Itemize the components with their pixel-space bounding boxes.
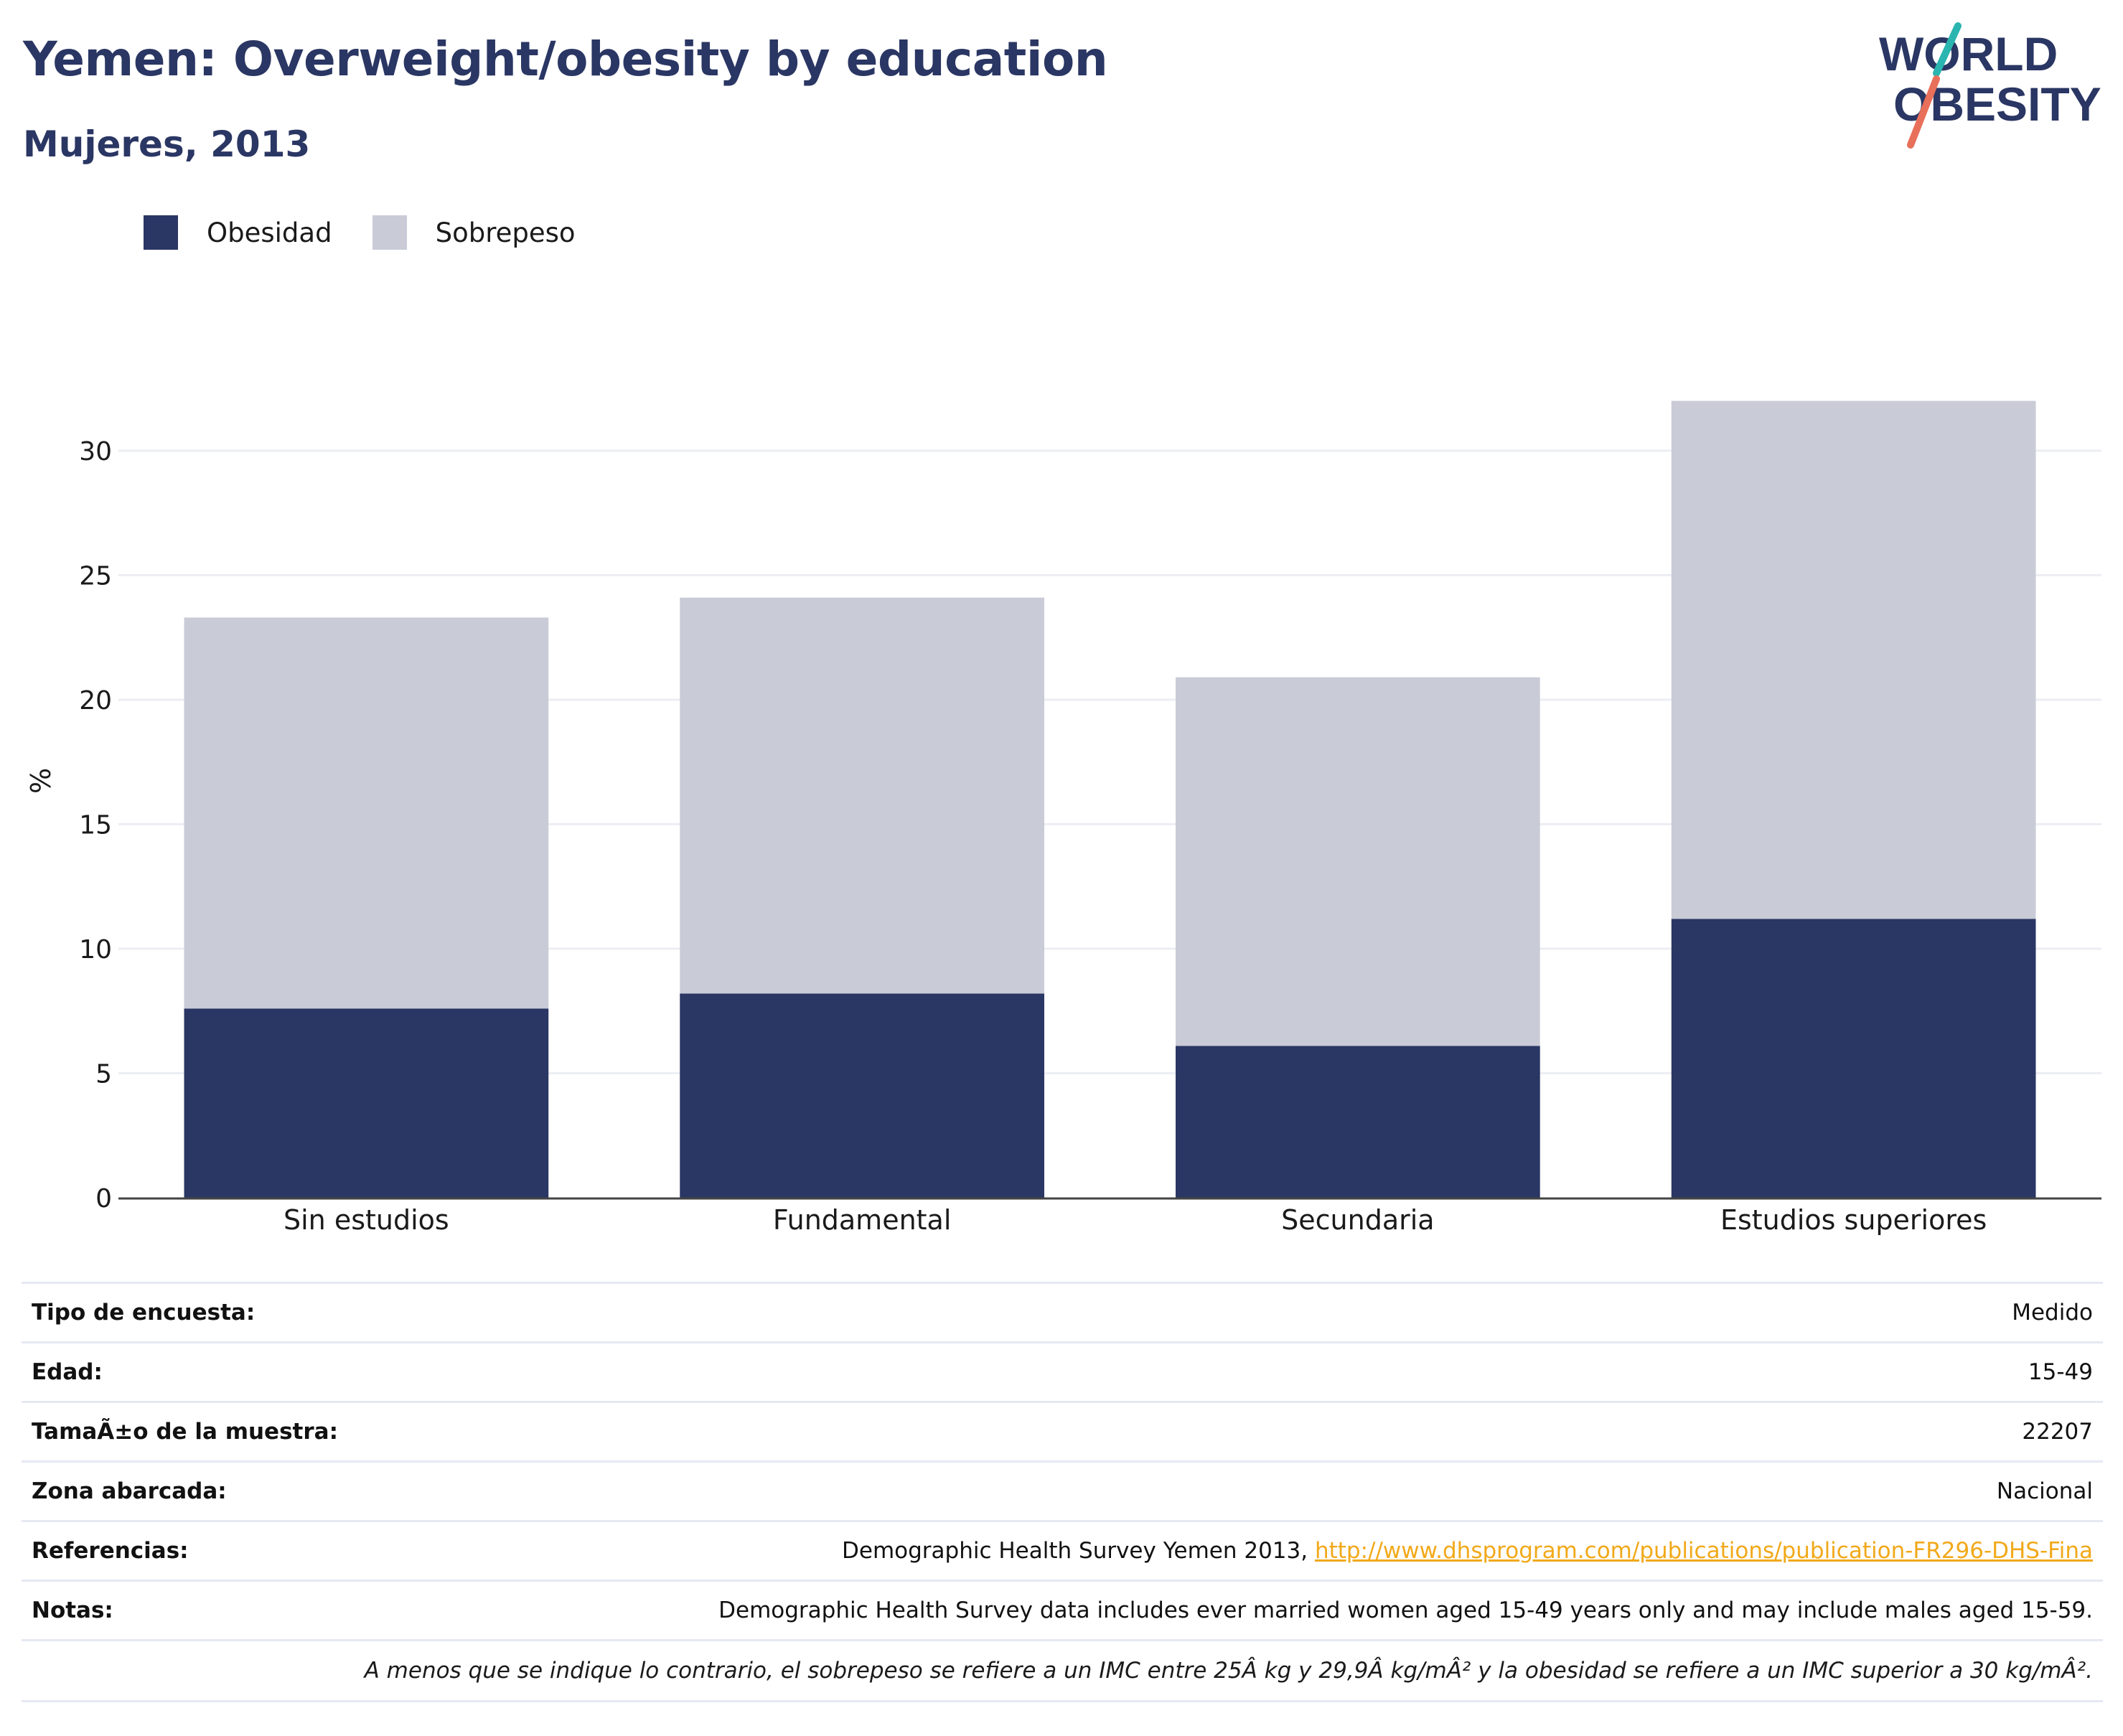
legend-label-obesity: Obesidad: [207, 217, 332, 248]
info-row-survey-type: Tipo de encuesta: Medido: [22, 1282, 2103, 1343]
x-tick-label: Estudios superiores: [1720, 1204, 1987, 1236]
legend-swatch-overweight: [372, 215, 407, 250]
legend-swatch-obesity: [144, 215, 178, 250]
y-tick-label: 10: [79, 935, 112, 965]
footnote: A menos que se indique lo contrario, el …: [22, 1639, 2103, 1702]
info-row-references: Referencias: Demographic Health Survey Y…: [22, 1520, 2103, 1581]
info-key: Notas:: [22, 1580, 417, 1641]
info-key: Tipo de encuesta:: [22, 1282, 417, 1343]
info-row-age: Edad: 15-49: [22, 1341, 2103, 1402]
y-tick-label: 5: [95, 1060, 112, 1089]
legend-item-overweight[interactable]: Sobrepeso: [372, 215, 576, 250]
info-row-sample-size: TamaÃ±o de la muestra: 22207: [22, 1401, 2103, 1462]
info-value: Medido: [416, 1282, 2103, 1343]
legend-item-obesity[interactable]: Obesidad: [144, 215, 332, 250]
x-tick-label: Fundamental: [773, 1204, 952, 1236]
x-tick-label: Secundaria: [1281, 1204, 1434, 1236]
bar-overweight: [680, 597, 1044, 994]
info-key: Edad:: [22, 1341, 417, 1402]
info-key: Zona abarcada:: [22, 1460, 417, 1521]
bar-overweight: [1671, 400, 2036, 919]
logo-text-world: WORLD: [1879, 27, 2058, 80]
info-value: Demographic Health Survey Yemen 2013, ht…: [416, 1520, 2103, 1581]
y-tick-label: 25: [79, 562, 112, 591]
reference-text: Demographic Health Survey Yemen 2013,: [842, 1538, 1315, 1564]
survey-info-table: Tipo de encuesta: Medido Edad: 15-49 Tam…: [22, 1282, 2103, 1702]
y-tick-label: 15: [79, 811, 112, 840]
bar-obesity: [680, 993, 1044, 1198]
logo-slash-coral: [1907, 75, 1940, 149]
page-title: Yemen: Overweight/obesity by education: [23, 32, 1108, 87]
bar-obesity: [1671, 919, 2036, 1198]
bar-obesity: [1176, 1046, 1540, 1198]
bar-overweight: [184, 617, 549, 1009]
y-tick-label: 30: [79, 437, 112, 466]
x-tick-label: Sin estudios: [283, 1204, 449, 1236]
info-key: TamaÃ±o de la muestra:: [22, 1401, 417, 1462]
bar-obesity: [184, 1008, 549, 1198]
chart-legend: Obesidad Sobrepeso: [144, 212, 616, 253]
bar-overweight: [1176, 677, 1540, 1046]
legend-label-overweight: Sobrepeso: [435, 217, 576, 248]
info-row-footnote: A menos que se indique lo contrario, el …: [22, 1639, 2103, 1702]
logo-slash-teal: [1933, 22, 1962, 77]
y-tick-label: 0: [95, 1184, 112, 1214]
info-row-area: Zona abarcada: Nacional: [22, 1460, 2103, 1521]
bars: [184, 400, 2036, 1198]
info-value: 15-49: [416, 1341, 2103, 1402]
axes: 0 5 10 15 20 25 30% Sin estudios Fundamental Secu…: [25, 437, 2101, 1236]
info-value: 22207: [416, 1401, 2103, 1462]
chart-subtitle: Mujeres, 2013: [23, 123, 311, 165]
reference-link[interactable]: http://www.dhsprogram.com/publications/p…: [1314, 1538, 2093, 1564]
info-value: Demographic Health Survey data includes …: [416, 1580, 2103, 1641]
info-key: Referencias:: [22, 1520, 417, 1581]
stacked-bar-chart: 0 5 10 15 20 25 30% Sin estudios Fundamental Secu…: [25, 400, 2101, 1236]
y-tick-label: 20: [79, 686, 112, 715]
world-obesity-logo: WORLD OBESITY: [1879, 22, 2101, 149]
info-value: Nacional: [416, 1460, 2103, 1521]
y-axis-label: %: [25, 768, 57, 794]
info-row-notes: Notas: Demographic Health Survey data in…: [22, 1580, 2103, 1641]
